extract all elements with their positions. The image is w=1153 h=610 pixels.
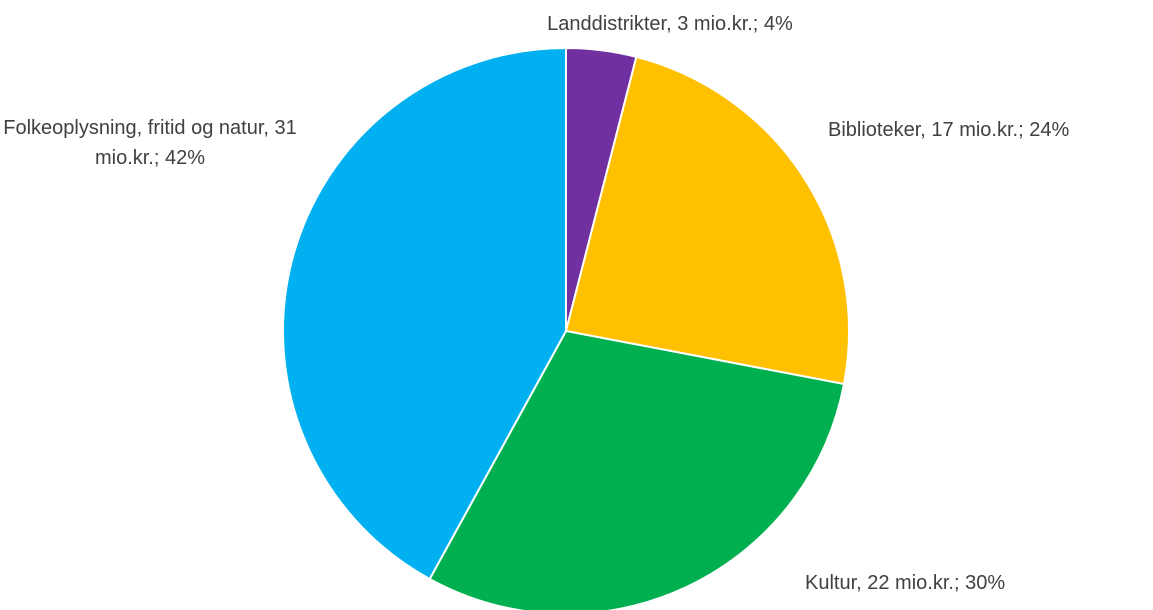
pie-slice — [282, 46, 567, 581]
data-label: Folkeoplysning, fritid og natur, 31 mio.… — [3, 117, 297, 169]
pie-slice — [428, 329, 846, 610]
data-label: Biblioteker, 17 mio.kr.; 24% — [828, 119, 1070, 141]
data-label: Kultur, 22 mio.kr.; 30% — [805, 572, 1006, 594]
pie-slice — [564, 55, 850, 386]
data-label: Landdistrikter, 3 mio.kr.; 4% — [547, 13, 793, 35]
